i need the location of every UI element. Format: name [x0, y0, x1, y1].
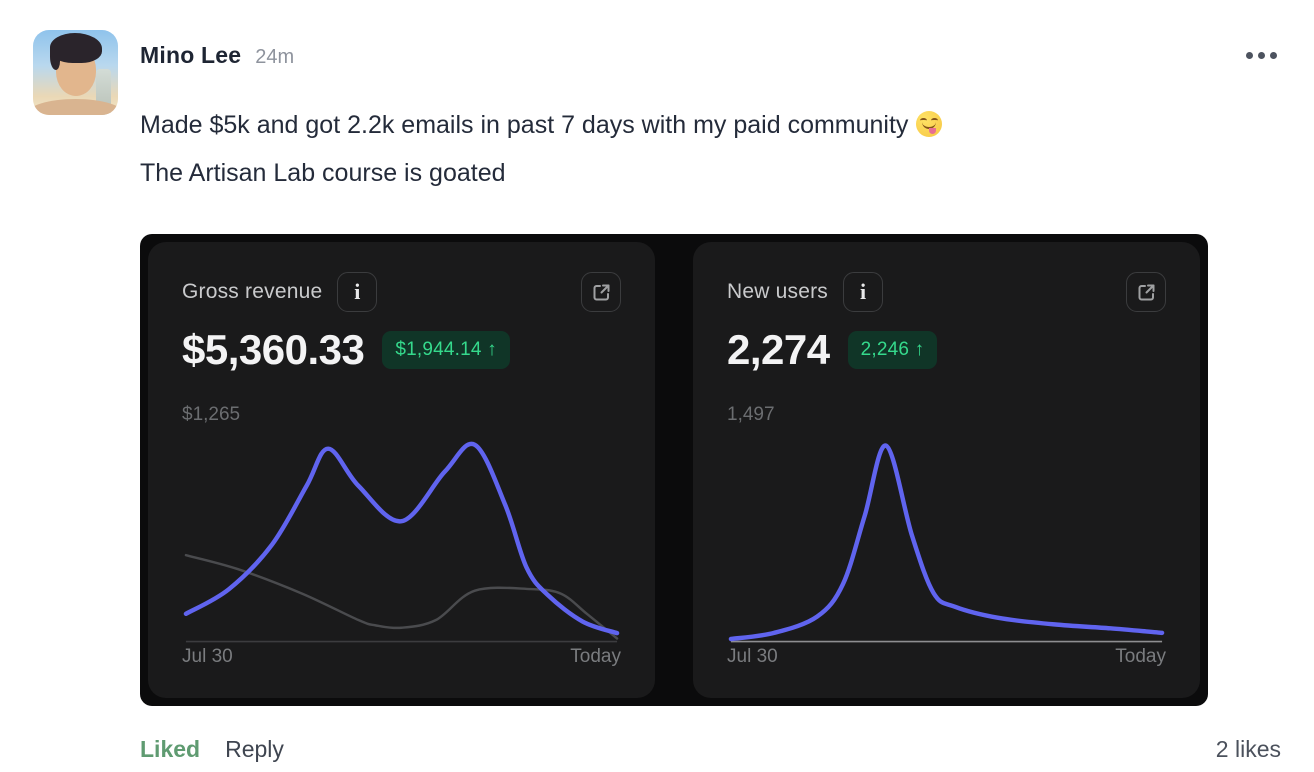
more-options-button[interactable] — [1242, 48, 1281, 63]
card-title: New users — [727, 280, 828, 303]
metric-value-row: $5,360.33 $1,944.14 ↑ — [182, 324, 621, 376]
x-axis-labels: Jul 30 Today — [727, 646, 1166, 668]
chart-svg-0 — [183, 441, 620, 643]
x-axis-start-label: Jul 30 — [727, 646, 778, 667]
series-new-users — [728, 443, 1165, 642]
post-text-line1-text: Made $5k and got 2.2k emails in past 7 d… — [140, 111, 909, 139]
smiley-emoji — [916, 111, 943, 137]
post-header: Mino Lee 24m — [140, 42, 1281, 69]
timestamp: 24m — [255, 46, 295, 68]
info-icon: i — [843, 272, 883, 312]
card-header: New users i — [727, 272, 1166, 312]
avatar-hair-side — [50, 48, 60, 70]
info-icon: i — [337, 272, 378, 312]
external-link-icon — [1126, 272, 1166, 312]
post-text-line2: The Artisan Lab course is goated — [140, 159, 506, 187]
post-body: Made $5k and got 2.2k emails in past 7 d… — [140, 101, 1281, 197]
post-text-line1: Made $5k and got 2.2k emails in past 7 d… — [140, 101, 1281, 149]
metric-value: 2,274 — [727, 326, 830, 373]
card-header: Gross revenue i — [182, 272, 621, 312]
post-actions: Liked Reply 2 likes — [140, 736, 1281, 763]
gross-revenue-card: Gross revenue i $5,360.33 $1,944.14 ↑ — [148, 242, 655, 698]
y-axis-max-label: $1,265 — [182, 404, 241, 425]
likes-count[interactable]: 2 likes — [1215, 736, 1281, 762]
emoji-eye — [931, 118, 939, 123]
more-dot-icon — [1270, 52, 1277, 59]
avatar-shoulders — [33, 99, 118, 115]
x-axis-start-label: Jul 30 — [182, 646, 233, 667]
card-title: Gross revenue — [182, 280, 323, 303]
x-axis-labels: Jul 30 Today — [182, 646, 621, 668]
series-gross-revenue — [183, 441, 620, 636]
new-users-card: New users i 2,274 2,246 ↑ 1,497 — [693, 242, 1200, 698]
external-link-icon — [581, 272, 621, 312]
analytics-screenshot-attachment[interactable]: Gross revenue i $5,360.33 $1,944.14 ↑ — [140, 234, 1208, 706]
post-content: Mino Lee 24m Made $5k and got 2.2k email… — [140, 0, 1281, 763]
y-axis-max-label: 1,497 — [727, 404, 775, 425]
series-previous-period — [184, 553, 619, 640]
more-dot-icon — [1258, 52, 1265, 59]
metric-change-badge: $1,944.14 ↑ — [382, 331, 510, 369]
x-axis-end-label: Today — [570, 646, 621, 667]
emoji-tongue — [929, 128, 937, 134]
liked-button[interactable]: Liked — [140, 736, 201, 762]
metric-value: $5,360.33 — [182, 326, 365, 373]
avatar[interactable] — [33, 30, 118, 115]
reply-button[interactable]: Reply — [225, 736, 284, 762]
emoji-eye — [920, 118, 928, 123]
chart-svg-1 — [728, 443, 1165, 643]
metric-value-row: 2,274 2,246 ↑ — [727, 324, 1166, 376]
more-dot-icon — [1246, 52, 1253, 59]
metric-change-badge: 2,246 ↑ — [847, 331, 938, 369]
author-name[interactable]: Mino Lee — [140, 42, 242, 68]
x-axis-end-label: Today — [1115, 646, 1166, 667]
